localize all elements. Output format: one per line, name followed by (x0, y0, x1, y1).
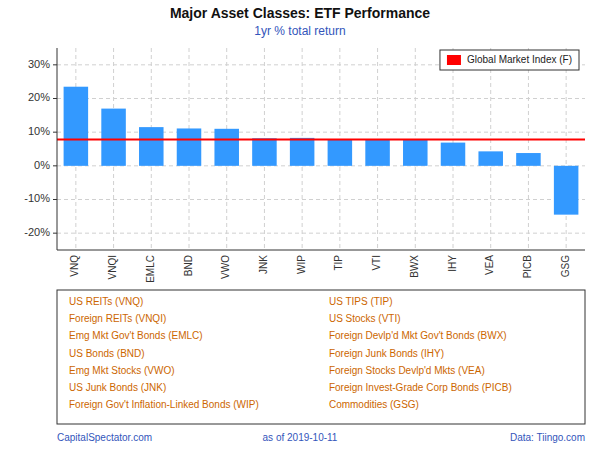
key-item: Emg Mkt Gov't Bonds (EMLC) (69, 330, 203, 341)
bar (214, 129, 239, 166)
bar (64, 87, 89, 166)
reference-line (57, 139, 585, 141)
subtitle: 1yr % total return (254, 24, 345, 38)
footer-text: CapitalSpectator.com (57, 432, 152, 443)
x-tick-label: EMLC (145, 255, 156, 283)
key-item: Foreign Invest-Grade Corp Bonds (PICB) (329, 382, 512, 393)
footer-text: Data: Tiingo.com (510, 432, 585, 443)
key-item: Foreign Junk Bonds (IHY) (329, 348, 444, 359)
bar (441, 143, 466, 166)
x-tick-label: BWX (409, 255, 420, 278)
bars (57, 87, 585, 215)
x-tick-label: VNQI (107, 255, 118, 279)
x-tick-label: VNQ (69, 255, 80, 277)
bar (177, 128, 202, 165)
x-tick-label: JNK (258, 255, 269, 274)
legend: Global Market Index (F) (440, 50, 579, 70)
footer-text: as of 2019-10-11 (263, 432, 338, 443)
key-item: Commodities (GSG) (329, 399, 419, 410)
key-item: US TIPS (TIP) (329, 296, 393, 307)
x-tick-label: GSG (560, 255, 571, 277)
y-tick-label: 0% (34, 159, 50, 171)
y-tick-label: -20% (24, 226, 50, 238)
x-tick-label: VEA (484, 255, 495, 275)
bar (403, 140, 428, 166)
grid-line-x (566, 48, 567, 250)
bar (516, 153, 541, 166)
chart: Major Asset Classes: ETF Performance 1yr … (0, 0, 600, 450)
grid-line-y (57, 165, 585, 166)
y-tick-label: 30% (28, 58, 50, 70)
grid-line-y (57, 233, 585, 234)
footer: CapitalSpectator.com as of 2019-10-11 Data… (57, 432, 585, 443)
x-tick-label: VWO (220, 255, 231, 279)
key-item: Foreign REITs (VNQI) (69, 313, 166, 324)
bar (554, 166, 579, 215)
key-box: US REITs (VNQ) Foreign REITs (VNQI) Emg Mk… (57, 290, 585, 424)
grid-line-x (528, 48, 529, 250)
x-tick-label: BND (183, 255, 194, 276)
x-tick-label: IHY (447, 255, 458, 272)
bar (365, 140, 390, 166)
bar (252, 138, 277, 166)
y-tick (53, 98, 57, 99)
key-item: Emg Mkt Stocks (VWO) (69, 365, 175, 376)
y-tick (53, 165, 57, 166)
bar (290, 138, 315, 166)
x-tick-label: PICB (522, 255, 533, 279)
y-tick (53, 199, 57, 200)
bar (478, 151, 503, 165)
bar (139, 127, 164, 166)
bar (101, 109, 126, 166)
x-tick-label: TIP (333, 255, 344, 271)
y-tick-label: 20% (28, 91, 50, 103)
legend-swatch (447, 55, 461, 65)
y-tick (53, 64, 57, 65)
bar (328, 140, 353, 166)
key-item: Foreign Devlp'd Mkt Gov't Bonds (BWX) (329, 330, 507, 341)
axes: -20% -10% 0% 10% 20% 30% VNQ VNQI EMLC BND VWO JNK W… (24, 48, 585, 283)
grid-line-y (57, 199, 585, 200)
legend-label: Global Market Index (F) (467, 54, 572, 65)
x-tick-label: VTI (371, 255, 382, 271)
grid (57, 48, 585, 250)
grid-line-y (57, 132, 585, 133)
key-item: US Stocks (VTI) (329, 313, 401, 324)
y-tick (53, 132, 57, 133)
legend-box (440, 50, 579, 70)
key-item: Foreign Gov't Inflation-Linked Bonds (WI… (69, 399, 259, 410)
key-item: Foreign Stocks Devlp'd Mkts (VEA) (329, 365, 485, 376)
key-item: US Junk Bonds (JNK) (69, 382, 166, 393)
x-axis-line (57, 250, 585, 251)
x-tick-label: WIP (296, 255, 307, 274)
grid-line-x (490, 48, 491, 250)
y-tick-label: 10% (28, 125, 50, 137)
key-frame (57, 290, 585, 424)
y-axis-line (57, 48, 58, 250)
y-tick-label: -10% (24, 192, 50, 204)
title: Major Asset Classes: ETF Performance (170, 5, 430, 21)
key-item: US Bonds (BND) (69, 348, 145, 359)
key-item: US REITs (VNQ) (69, 296, 143, 307)
y-tick (53, 233, 57, 234)
grid-line-y (57, 98, 585, 99)
